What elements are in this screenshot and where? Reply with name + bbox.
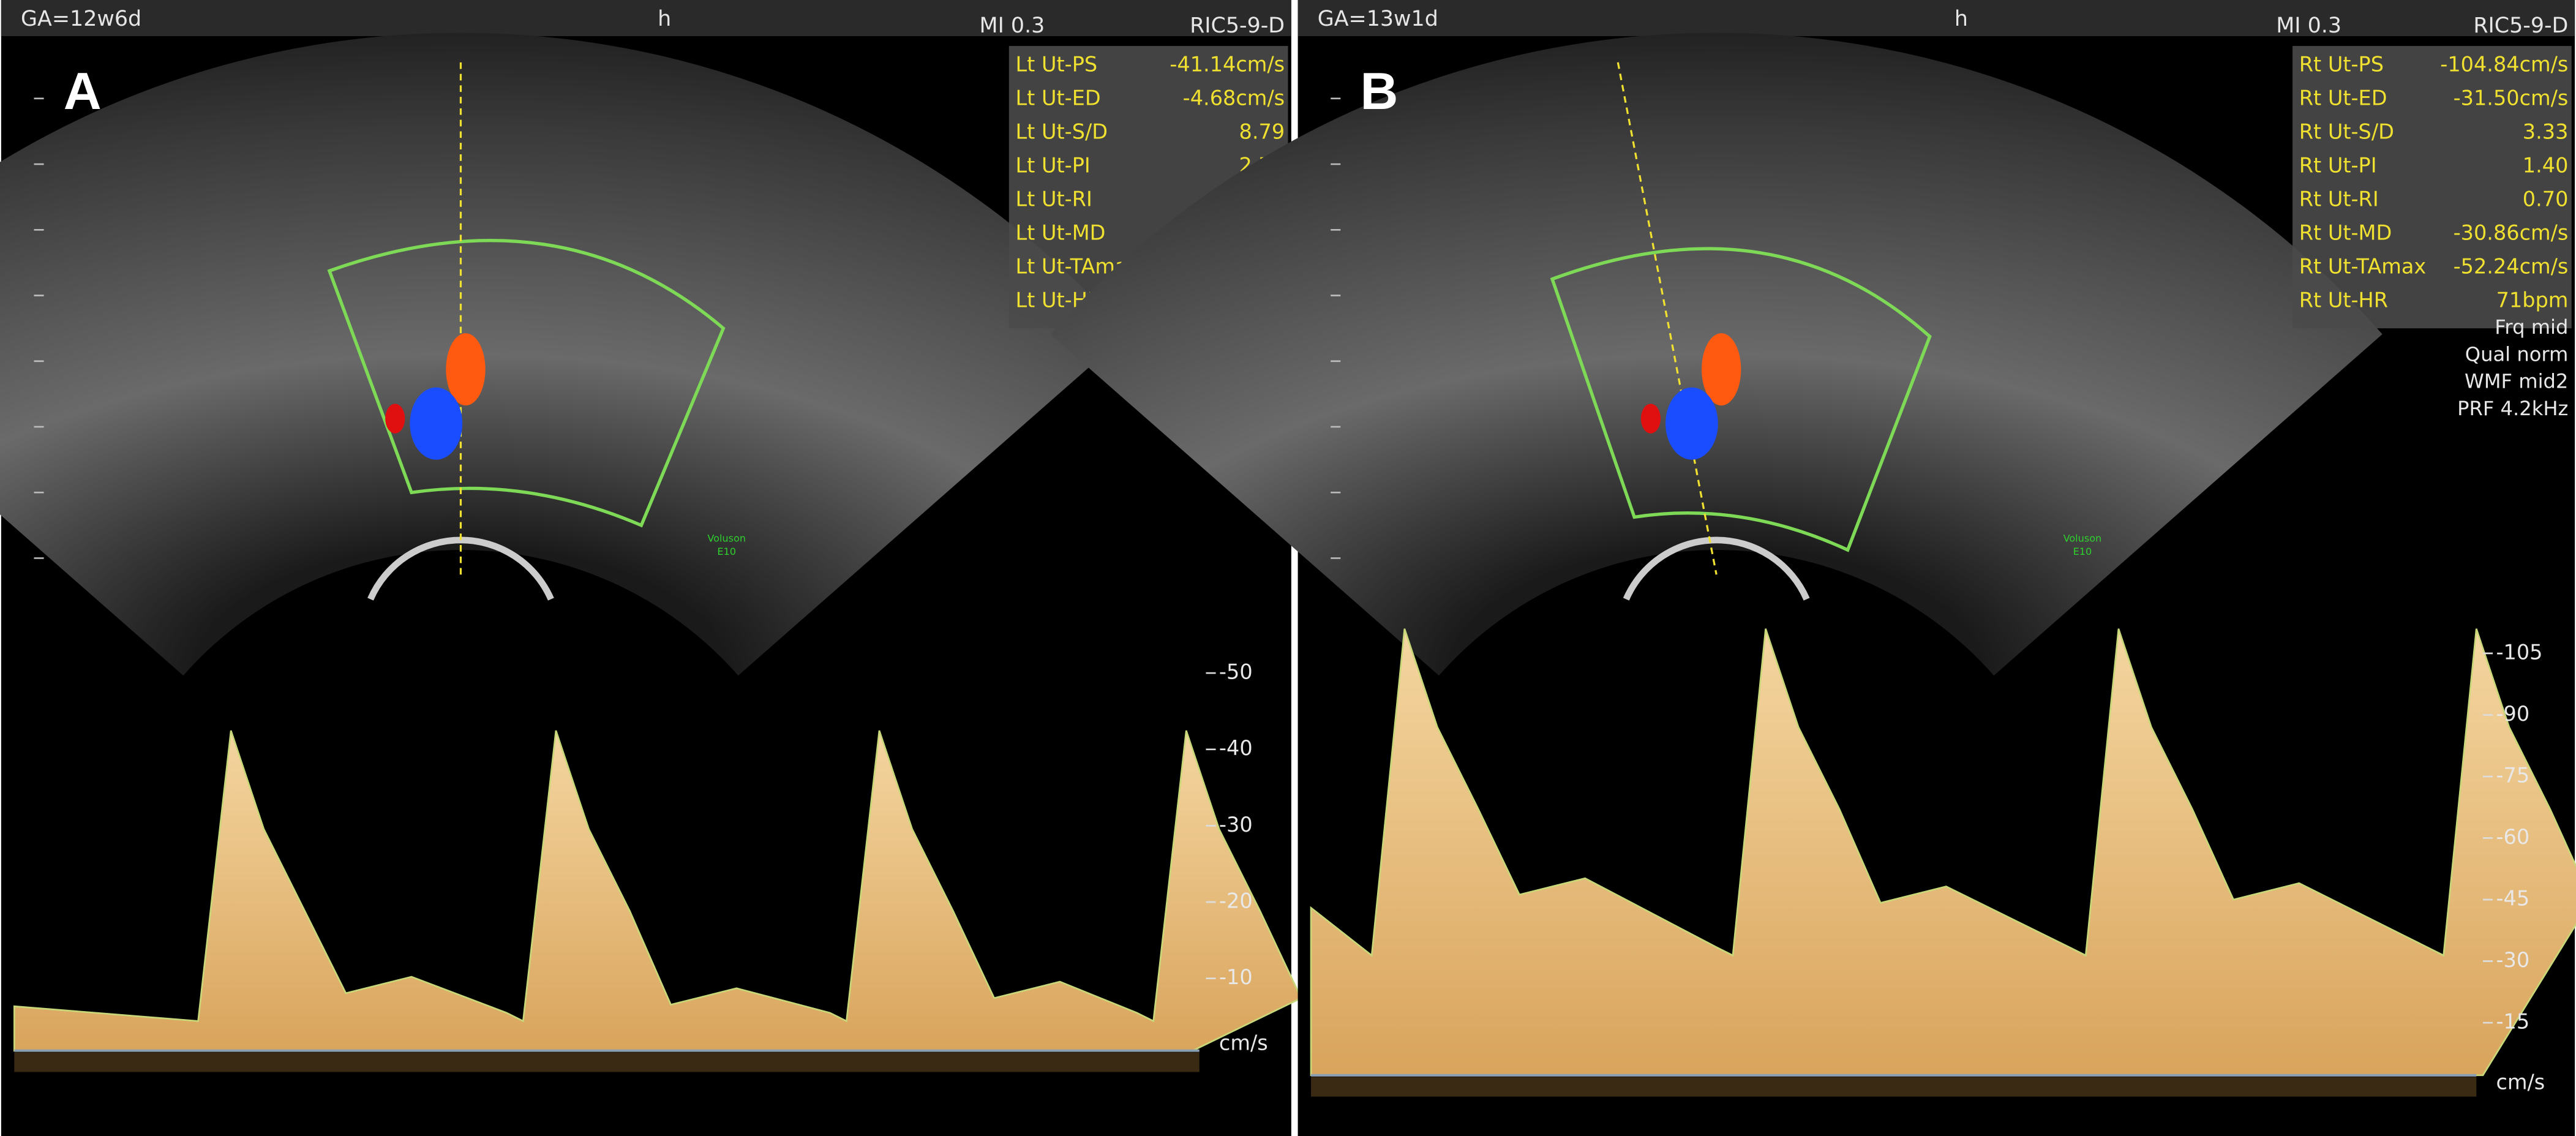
measure-value: -52.24cm/s bbox=[2454, 254, 2569, 278]
flow-red bbox=[385, 404, 405, 434]
measure-name: Rt Ut-S/D bbox=[2299, 120, 2394, 144]
measure-value: -4.68cm/s bbox=[1183, 86, 1285, 110]
measure-box bbox=[2292, 46, 2572, 329]
measure-value: 71bpm bbox=[2496, 288, 2569, 312]
scale-label: -40 bbox=[1219, 736, 1253, 760]
probe-arc bbox=[1623, 536, 1810, 601]
scale-label: -10 bbox=[1219, 965, 1253, 989]
measure-value: -30.86cm/s bbox=[2454, 220, 2569, 244]
measure-value: 3.33 bbox=[2523, 120, 2569, 144]
measure-name: Rt Ut-HR bbox=[2299, 288, 2388, 312]
header-bar bbox=[1, 0, 1291, 36]
brand: E10 bbox=[717, 546, 736, 557]
ga: GA=13w1d bbox=[1318, 7, 1438, 31]
scale-label: -60 bbox=[2496, 825, 2529, 849]
panel: GA=12w6d h MI 0.3 RIC5-9-D A Lt Ut-PS -41.14cm… bbox=[0, 0, 1302, 1136]
color-box bbox=[327, 238, 726, 528]
panel: GA=13w1d h MI 0.3 RIC5-9-D B Rt Ut-PS -104.84c… bbox=[1050, 0, 2576, 1136]
measure-value: -41.14cm/s bbox=[1170, 53, 1285, 77]
measure-value: 8.79 bbox=[1239, 120, 1285, 144]
doppler-spectrum bbox=[1310, 628, 2576, 1077]
measure-name: Lt Ut-PI bbox=[1016, 154, 1091, 178]
measure-value: -31.50cm/s bbox=[2454, 86, 2569, 110]
reverse-flow bbox=[14, 1052, 1200, 1072]
measure-name: Lt Ut-ED bbox=[1016, 86, 1101, 110]
scale-label: -90 bbox=[2496, 702, 2529, 726]
scale-label: -15 bbox=[2496, 1010, 2529, 1034]
brand: E10 bbox=[2073, 546, 2092, 557]
flow-red bbox=[1640, 404, 1661, 434]
scale-label: -30 bbox=[1219, 813, 1253, 837]
flow-blue bbox=[1665, 387, 1718, 460]
flow-red bbox=[446, 333, 486, 406]
doppler-spectrum bbox=[13, 730, 1302, 1051]
flow-blue bbox=[410, 387, 463, 460]
measure-name: Rt Ut-TAmax bbox=[2299, 254, 2427, 278]
color-box bbox=[1550, 247, 1932, 552]
measure-name: Lt Ut-MD bbox=[1016, 220, 1106, 244]
measure-value: 1.40 bbox=[2523, 154, 2569, 178]
reverse-flow bbox=[1311, 1077, 2477, 1097]
scale-label: -45 bbox=[2496, 886, 2529, 910]
measure-name: Lt Ut-RI bbox=[1016, 187, 1092, 211]
measure-value: 0.70 bbox=[2523, 187, 2569, 211]
scale-label: -75 bbox=[2496, 763, 2529, 787]
ga: GA=12w6d bbox=[21, 7, 141, 31]
panel-label: B bbox=[1360, 62, 1398, 121]
measure-name: Rt Ut-ED bbox=[2299, 86, 2387, 110]
header-bar bbox=[1297, 0, 2575, 36]
scale-label: -50 bbox=[1219, 660, 1253, 684]
scale-label: -20 bbox=[1219, 889, 1253, 913]
mode: h bbox=[658, 7, 671, 31]
brand: Voluson bbox=[2063, 533, 2102, 544]
measure-name: Rt Ut-MD bbox=[2299, 220, 2392, 244]
measure-name: Lt Ut-PS bbox=[1016, 53, 1098, 77]
flow-red bbox=[1702, 333, 1741, 406]
scale-unit: cm/s bbox=[1219, 1031, 1268, 1055]
cursor-line bbox=[1617, 62, 1718, 575]
probe: RIC5-9-D bbox=[1190, 13, 1285, 38]
measure-name: Rt Ut-PI bbox=[2299, 154, 2377, 178]
scale-label: -30 bbox=[2496, 948, 2529, 972]
scale-unit: cm/s bbox=[2496, 1070, 2545, 1094]
scale-label: -105 bbox=[2496, 640, 2542, 664]
measure-name: Rt Ut-RI bbox=[2299, 187, 2379, 211]
measure-name: Lt Ut-S/D bbox=[1016, 120, 1108, 144]
b-mode-fan bbox=[0, 32, 1127, 676]
setting: Qual norm bbox=[2465, 342, 2569, 366]
mi: MI 0.3 bbox=[980, 13, 1045, 38]
setting: Frq mid bbox=[2495, 315, 2568, 339]
panel-label: A bbox=[64, 62, 102, 121]
measure-value: -104.84cm/s bbox=[2440, 53, 2568, 77]
probe: RIC5-9-D bbox=[2473, 13, 2568, 38]
setting: PRF 4.2kHz bbox=[2457, 397, 2568, 420]
brand: Voluson bbox=[707, 533, 746, 544]
setting: WMF mid2 bbox=[2465, 370, 2568, 393]
mi: MI 0.3 bbox=[2276, 13, 2341, 38]
mode: h bbox=[1955, 7, 1968, 31]
measure-name: Rt Ut-PS bbox=[2299, 53, 2384, 77]
